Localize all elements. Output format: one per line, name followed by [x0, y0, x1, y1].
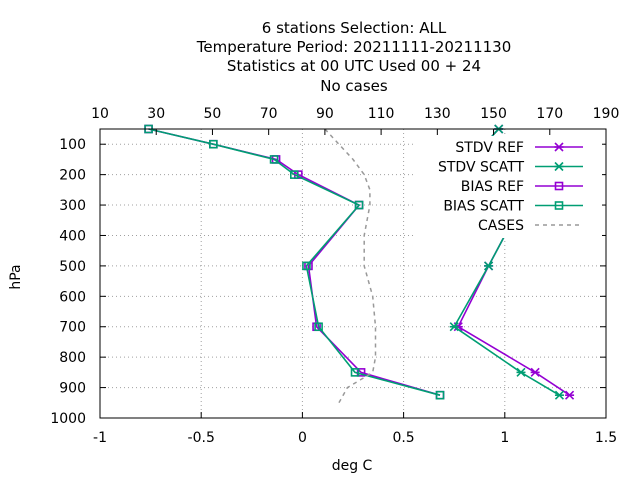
y-tick-label: 400: [59, 228, 86, 244]
legend-marker: [554, 161, 564, 172]
x2-tick-label: 170: [536, 106, 563, 122]
series-bias-ref: [144, 124, 445, 400]
x2-tick-label: 10: [91, 106, 109, 122]
y-tick-label: 1000: [50, 411, 86, 427]
x-tick-label: 1.5: [595, 430, 617, 446]
y-tick-label: 800: [59, 350, 86, 366]
data-point: [435, 390, 445, 400]
series-line: [148, 128, 441, 396]
y-tick-label: 900: [59, 381, 86, 397]
legend-entry: STDV SCATT: [438, 160, 583, 176]
series-line: [324, 128, 377, 404]
x2-tick-label: 150: [480, 106, 507, 122]
plot-border: [99, 128, 607, 419]
data-point: [565, 390, 575, 400]
legend-label: CASES: [478, 218, 524, 234]
x-tick-label: 0: [298, 430, 307, 446]
x2-tick-label: 130: [424, 106, 451, 122]
data-point: [554, 390, 565, 400]
legend-label: BIAS SCATT: [443, 199, 524, 215]
x2-tick-label: 110: [368, 106, 395, 122]
title-line-4: No cases: [320, 77, 388, 95]
data-point: [530, 367, 540, 377]
tick-labels: -1 -0.5 0 0.5 1 1.5 100 200 300 400 500 600 700 800 90…: [50, 106, 619, 446]
x-tick-label: -1: [93, 430, 107, 446]
y-tick-label: 600: [59, 289, 86, 305]
x2-tick-label: 190: [593, 106, 620, 122]
legend-entry: BIAS REF: [461, 179, 583, 195]
data-point: [516, 367, 526, 377]
series-line: [148, 128, 441, 396]
data-point: [269, 155, 279, 164]
title-line-2: Temperature Period: 20211111-20211130: [196, 38, 512, 56]
data-point: [302, 261, 311, 271]
y-tick-label: 500: [59, 259, 86, 275]
data-point: [314, 322, 323, 332]
y-tick-label: 700: [59, 320, 86, 336]
data-point: [354, 200, 364, 210]
data-point: [449, 322, 459, 332]
x-axis-label: deg C: [332, 458, 373, 474]
legend-marker: [554, 201, 564, 210]
legend-entry: STDV REF: [455, 140, 583, 156]
legend-entry: BIAS SCATT: [443, 199, 583, 215]
plot-frame: [99, 128, 607, 419]
series-bias-scatt: [144, 124, 445, 400]
data-point: [350, 368, 360, 377]
legend: STDV REF STDV SCATT BIAS REF BIAS SCATT CASE…: [416, 136, 602, 238]
grid: [100, 129, 606, 418]
x-tick-label: 1: [500, 430, 509, 446]
data-point: [484, 261, 494, 271]
chart-title: 6 stations Selection: ALL Temperature Pe…: [196, 19, 512, 95]
legend-marker: [554, 181, 564, 191]
y-tick-label: 200: [59, 168, 86, 184]
legend-entry: CASES: [478, 218, 583, 234]
data-point: [209, 139, 218, 149]
legend-background: [416, 136, 602, 238]
x2-tick-label: 50: [204, 106, 222, 122]
title-line-3: Statistics at 00 UTC Used 00 + 24: [227, 57, 481, 75]
legend-marker: [554, 142, 564, 152]
legend-label: BIAS REF: [461, 179, 524, 195]
x-tick-label: 0.5: [392, 430, 414, 446]
x-tick-label: -0.5: [188, 430, 215, 446]
legend-label: STDV SCATT: [438, 160, 524, 176]
y-tick-label: 300: [59, 198, 86, 214]
x2-tick-label: 70: [260, 106, 278, 122]
legend-label: STDV REF: [455, 140, 524, 156]
x2-tick-label: 90: [316, 106, 334, 122]
y-axis-label: hPa: [8, 264, 24, 289]
x2-tick-label: 30: [147, 106, 165, 122]
title-line-1: 6 stations Selection: ALL: [262, 19, 447, 37]
y-tick-label: 100: [59, 137, 86, 153]
series-cases: [324, 128, 377, 404]
data-point: [290, 170, 299, 179]
